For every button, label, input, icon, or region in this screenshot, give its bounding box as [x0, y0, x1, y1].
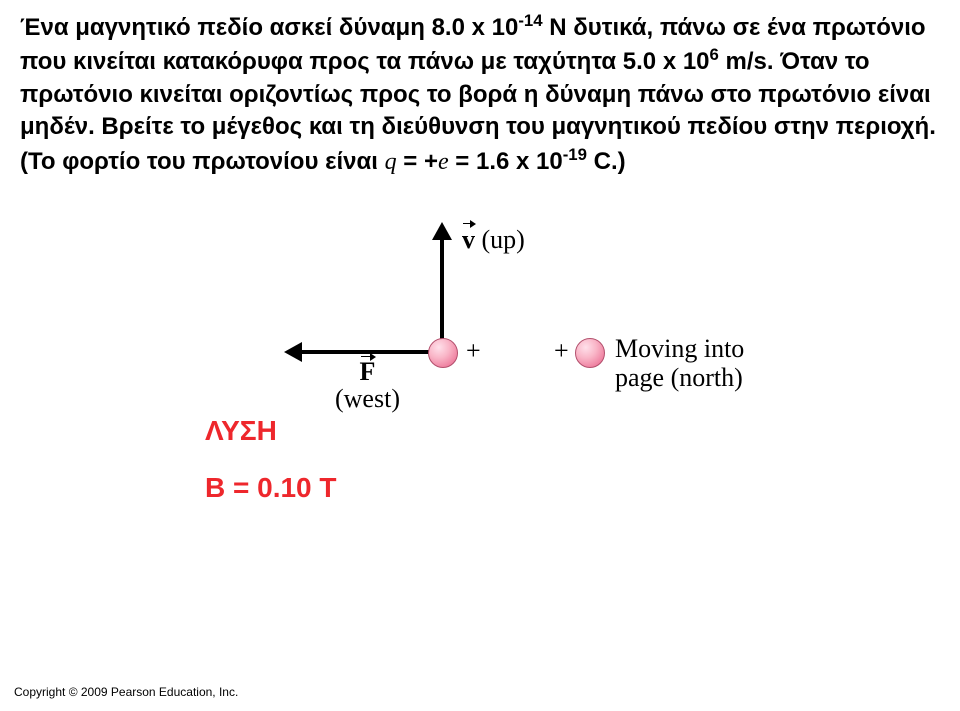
p-sup-2: 6	[710, 45, 719, 64]
velocity-arrow-head	[432, 222, 452, 240]
problem-text: Ένα μαγνητικό πεδίο ασκεί δύναμη 8.0 x 1…	[20, 10, 940, 178]
velocity-up-text: (up)	[482, 225, 525, 254]
solution-heading: ΛΥΣΗ	[205, 415, 940, 447]
force-west-text: (west)	[335, 385, 400, 412]
p-text-1a: Ένα μαγνητικό πεδίο ασκεί δύναμη 8.0 x 1…	[20, 14, 518, 41]
plus-right: +	[554, 338, 569, 364]
moving-into-page-label: Moving into page (north)	[615, 335, 744, 392]
moving-line-1: Moving into	[615, 335, 744, 364]
force-diagram: v (up) F (west) + + Moving into page (no…	[240, 190, 760, 390]
force-vector-symbol: F	[360, 358, 376, 385]
plus-left: +	[466, 338, 481, 364]
proton-left-icon	[428, 338, 458, 368]
solution-block: ΛΥΣΗ B = 0.10 T	[205, 415, 940, 504]
p-eq-mid: = +	[397, 148, 438, 175]
p-var-e: e	[438, 149, 449, 175]
force-arrow-head	[284, 342, 302, 362]
p-eq-end: = 1.6 x 10	[449, 148, 563, 175]
p-text-1d: C.)	[587, 148, 626, 175]
solution-value: B = 0.10 T	[205, 472, 940, 504]
page-root: Ένα μαγνητικό πεδίο ασκεί δύναμη 8.0 x 1…	[0, 0, 960, 711]
velocity-arrow-shaft	[440, 235, 444, 355]
p-sup-1: -14	[518, 11, 542, 30]
moving-line-2: page (north)	[615, 364, 744, 393]
velocity-vector-symbol: v	[462, 225, 475, 255]
p-var-q: q	[385, 149, 397, 175]
copyright-text: Copyright © 2009 Pearson Education, Inc.	[14, 685, 238, 699]
velocity-label: v (up)	[462, 225, 525, 255]
force-label: F (west)	[335, 358, 400, 413]
diagram-wrap: v (up) F (west) + + Moving into page (no…	[20, 190, 960, 390]
p-sup-3: -19	[563, 145, 587, 164]
proton-right-icon	[575, 338, 605, 368]
